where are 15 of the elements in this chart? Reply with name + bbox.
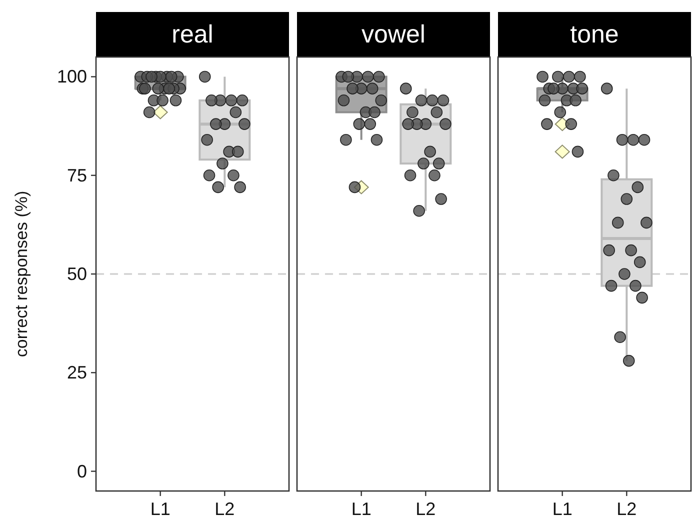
y-axis-title: correct responses (%)	[12, 190, 31, 358]
x-tick-label: L1	[351, 499, 372, 519]
chart-title: real	[172, 20, 214, 48]
chart-title: tone	[570, 20, 619, 48]
y-tick-label: 0	[76, 461, 87, 482]
y-tick-label: 50	[66, 264, 87, 284]
x-tick-label: L2	[416, 499, 436, 519]
y-tick-label: 100	[56, 66, 87, 87]
x-tick-label: L2	[214, 499, 235, 519]
x-tick-label: L1	[552, 499, 572, 519]
x-tick-label: L2	[616, 499, 637, 519]
y-tick-label: 25	[66, 362, 87, 383]
x-tick-label: L1	[150, 499, 170, 519]
chart-title: vowel	[362, 20, 426, 48]
y-tick-label: 75	[66, 165, 87, 186]
